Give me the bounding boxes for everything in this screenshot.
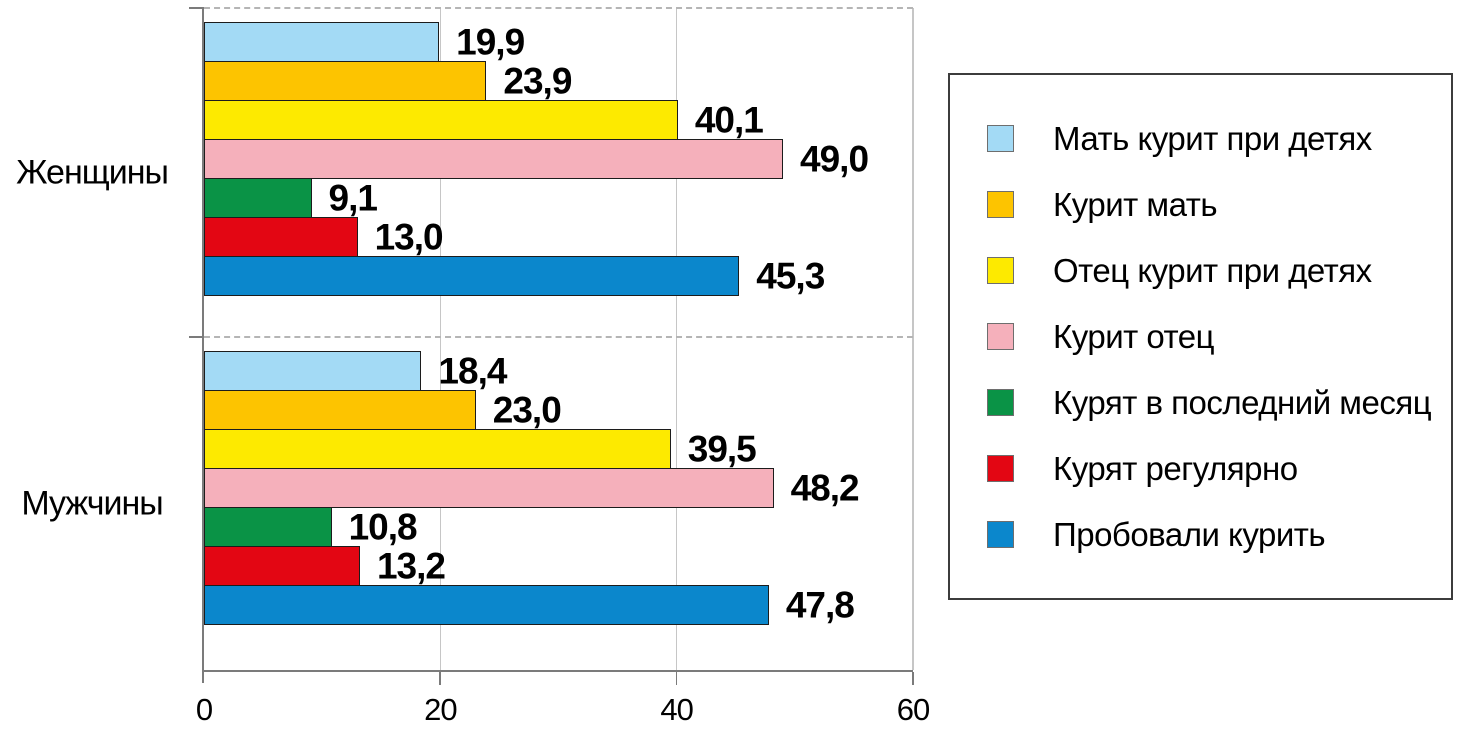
legend-swatch-father-smokes-near-children: [987, 257, 1014, 284]
xtick-label-0: 0: [195, 692, 213, 727]
bar-women-mother-smokes: [204, 60, 487, 101]
bar-men-smoked-in-last-month: [204, 506, 332, 547]
legend-swatch-father-smokes: [987, 323, 1014, 350]
bar-men-mother-smokes: [204, 389, 476, 430]
value-label-men-tried-smoking: 47,8: [785, 584, 855, 626]
bar-women-tried-smoking: [204, 255, 740, 296]
legend-item-smoked-in-last-month: Курят в последний месяц: [950, 386, 1451, 419]
legend-label-smoked-in-last-month: Курят в последний месяц: [1053, 384, 1432, 421]
bar-men-smoke-regularly: [204, 545, 360, 586]
value-label-women-tried-smoking: 45,3: [756, 255, 825, 297]
legend-item-father-smokes-near-children: Отец курит при детях: [950, 254, 1451, 287]
gridline-60: [912, 8, 914, 670]
x-axis-tick-60: [912, 672, 914, 685]
value-label-men-father-smokes-near-children: 39,5: [687, 428, 757, 470]
value-label-men-mother-smokes-near-children: 18,4: [438, 350, 507, 392]
value-label-men-smoked-in-last-month: 10,8: [348, 506, 418, 548]
value-label-women-father-smokes: 49,0: [800, 138, 869, 180]
legend-swatch-smoke-regularly: [987, 455, 1014, 482]
legend-swatch-smoked-in-last-month: [987, 389, 1014, 416]
value-label-men-mother-smokes: 23,0: [492, 389, 562, 431]
bar-women-smoke-regularly: [204, 216, 358, 257]
legend-label-father-smokes: Курит отец: [1053, 318, 1215, 355]
gridline-20: [439, 8, 442, 670]
legend-item-mother-smokes-near-children: Мать курит при детях: [950, 122, 1451, 155]
bar-women-smoked-in-last-month: [204, 177, 312, 218]
xtick-label-40: 40: [660, 692, 693, 727]
bar-women-father-smokes: [204, 138, 784, 179]
bar-men-father-smokes-near-children: [204, 428, 671, 469]
plot-top-border: [204, 7, 913, 9]
legend-label-father-smokes-near-children: Отец курит при детях: [1053, 252, 1372, 289]
x-axis-tick-40: [675, 672, 678, 685]
bar-men-tried-smoking: [204, 584, 769, 625]
legend-label-tried-smoking: Пробовали курить: [1053, 516, 1326, 553]
x-axis-tick-20: [439, 672, 441, 685]
legend-item-father-smokes: Курит отец: [950, 320, 1451, 353]
value-label-women-father-smokes-near-children: 40,1: [694, 99, 764, 141]
legend-label-smoke-regularly: Курят регулярно: [1053, 450, 1298, 487]
category-label-men: Мужчины: [21, 483, 163, 522]
category-label-women: Женщины: [16, 152, 169, 191]
gridline-40: [675, 8, 678, 670]
y-axis-line: [202, 8, 204, 683]
bar-men-mother-smokes-near-children: [204, 350, 422, 391]
legend-swatch-tried-smoking: [987, 521, 1014, 548]
bar-women-father-smokes-near-children: [204, 99, 678, 140]
xtick-label-60: 60: [896, 692, 930, 727]
xtick-label-20: 20: [424, 692, 457, 727]
y-axis-tick-separator: [189, 336, 204, 338]
legend-item-tried-smoking: Пробовали курить: [950, 518, 1451, 551]
legend-box: Мать курит при детях Курит мать Отец курит…: [948, 73, 1453, 600]
legend-item-smoke-regularly: Курят регулярно: [950, 452, 1451, 485]
legend-swatch-mother-smokes-near-children: [987, 125, 1014, 152]
category-separator: [204, 336, 913, 338]
value-label-women-mother-smokes: 23,9: [503, 60, 572, 102]
value-label-women-smoked-in-last-month: 9,1: [328, 177, 378, 219]
bar-men-father-smokes: [204, 467, 774, 508]
legend-item-mother-smokes: Курит мать: [950, 188, 1451, 221]
value-label-women-mother-smokes-near-children: 19,9: [456, 21, 525, 63]
legend-label-mother-smokes: Курит мать: [1053, 186, 1218, 223]
bar-women-mother-smokes-near-children: [204, 21, 440, 62]
legend-label-mother-smokes-near-children: Мать курит при детях: [1053, 120, 1372, 157]
legend-swatch-mother-smokes: [987, 191, 1014, 218]
value-label-women-smoke-regularly: 13,0: [374, 216, 444, 258]
value-label-men-smoke-regularly: 13,2: [376, 545, 446, 587]
value-label-men-father-smokes: 48,2: [790, 467, 860, 509]
x-axis-line: [202, 670, 913, 672]
y-axis-tick-top: [189, 7, 204, 9]
